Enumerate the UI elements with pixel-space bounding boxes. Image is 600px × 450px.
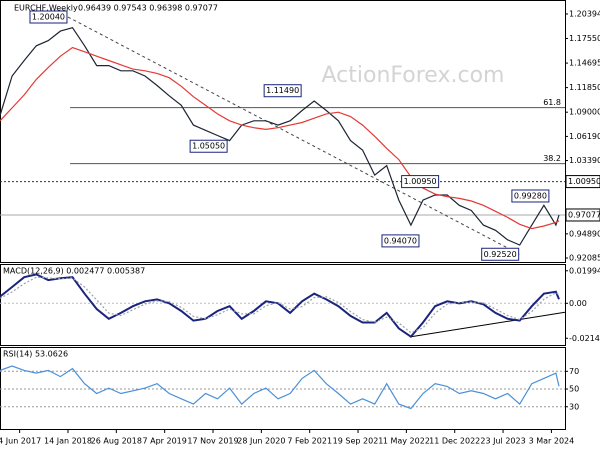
series-line xyxy=(0,27,560,246)
x-tick-label: 11 Dec 2022 xyxy=(429,437,480,446)
x-tick-label: 26 Aug 2018 xyxy=(91,437,142,446)
annotation-label: 0.92520 xyxy=(484,250,517,259)
annotation-box xyxy=(189,139,228,153)
annotation-box xyxy=(381,234,420,248)
x-tick-label: 1 May 2022 xyxy=(383,437,430,446)
annotation-box xyxy=(511,189,550,203)
annotation-box xyxy=(401,175,440,189)
panel-title: MACD(12,26,9) 0.002477 0.005387 xyxy=(3,267,145,276)
y-tick-label: 1.14695 xyxy=(569,59,600,68)
y-tick-label: -0.021434 xyxy=(569,334,600,343)
annotation-box xyxy=(481,247,520,261)
trendline xyxy=(410,311,566,338)
x-tick-label: 3 Mar 2024 xyxy=(529,437,575,446)
x-tick-label: 7 Feb 2021 xyxy=(287,437,332,446)
level-label: 1.00950 xyxy=(568,177,600,186)
y-tick-label: 1.06190 xyxy=(569,132,600,141)
annotation-box xyxy=(29,10,68,24)
price-panel xyxy=(0,0,566,263)
y-tick-label: 0.92085 xyxy=(569,254,600,263)
y-tick-label: 1.03390 xyxy=(569,156,600,165)
annotation-label: 0.94070 xyxy=(384,236,417,245)
panel-title: RSI(14) 53.0626 xyxy=(3,350,68,359)
annotation-label: 1.11490 xyxy=(266,86,299,95)
annotation-box xyxy=(263,84,302,98)
series-line xyxy=(0,276,560,334)
y-tick-label: 1.17550 xyxy=(569,34,600,43)
x-tick-label: 23 Jul 2023 xyxy=(480,437,525,446)
rsi-panel xyxy=(0,347,566,430)
x-tick-label: 28 Jun 2020 xyxy=(237,437,285,446)
trendline xyxy=(67,16,520,255)
chart-subtitle: 0.96439 0.97543 0.96398 0.97077 xyxy=(78,4,218,13)
x-tick-label: 14 Jan 2018 xyxy=(44,437,92,446)
series-line xyxy=(0,365,560,410)
annotation-label: 1.05050 xyxy=(192,142,225,151)
series-line xyxy=(0,46,560,230)
y-tick-label: 0.94890 xyxy=(569,229,600,238)
chart-title: EURCHF,Weekly xyxy=(14,4,78,13)
annotation-label: 1.00950 xyxy=(404,177,437,186)
annotation-label: 1.20040 xyxy=(32,13,65,22)
level-box xyxy=(565,208,600,222)
y-tick-label: 1.09000 xyxy=(569,108,600,117)
watermark: ActionForex.com xyxy=(322,63,505,88)
y-tick-label: 70 xyxy=(569,367,579,376)
y-tick-label: 0.00 xyxy=(569,299,587,308)
y-tick-label: 1.20394 xyxy=(569,9,600,18)
level-label: 0.97077 xyxy=(568,210,600,219)
y-tick-label: 0.019943 xyxy=(569,266,600,275)
macd-panel xyxy=(0,264,566,346)
series-line xyxy=(0,273,560,339)
annotation-label: 0.99280 xyxy=(514,191,547,200)
x-tick-label: 7 Apr 2019 xyxy=(142,437,186,446)
fib-label: 38.2 xyxy=(543,154,561,163)
x-tick-label: 4 Jun 2017 xyxy=(0,437,41,446)
level-box xyxy=(565,175,600,189)
fib-label: 61.8 xyxy=(543,98,561,107)
x-tick-label: 19 Sep 2021 xyxy=(333,437,384,446)
x-tick-label: 17 Nov 2019 xyxy=(187,437,238,446)
y-tick-label: 50 xyxy=(569,385,579,394)
y-tick-label: 1.11850 xyxy=(569,83,600,92)
y-tick-label: 30 xyxy=(569,402,579,411)
